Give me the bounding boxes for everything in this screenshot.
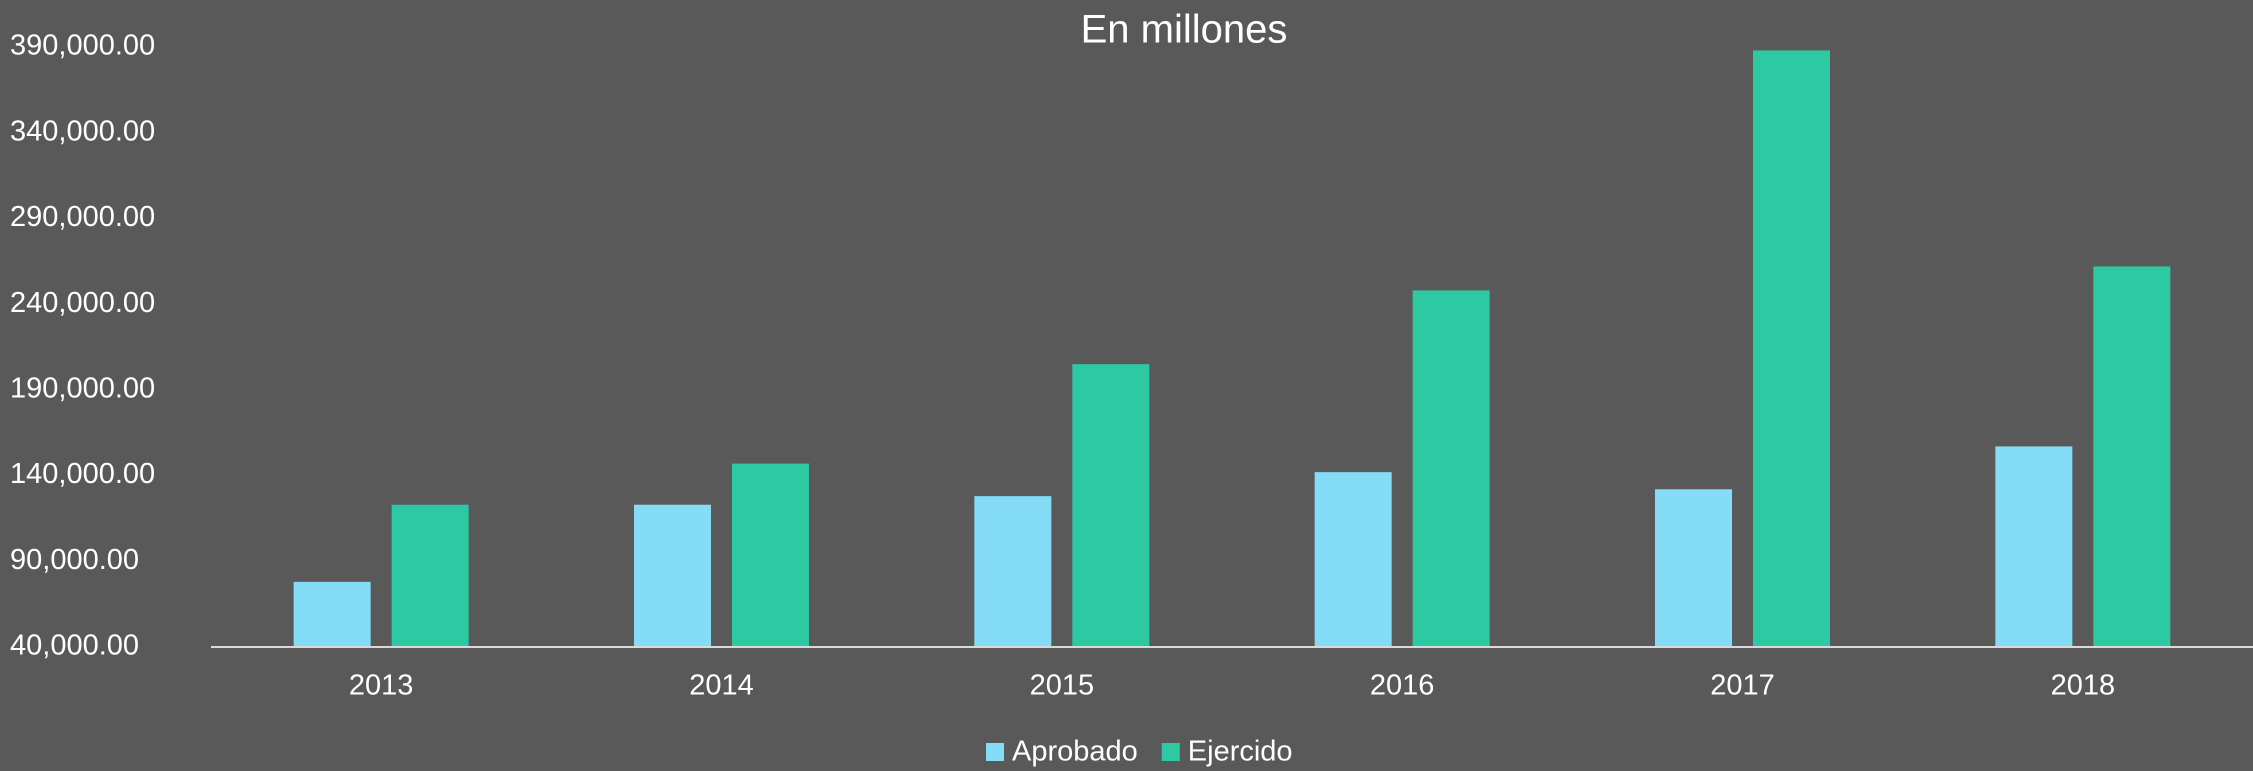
y-tick-label: 340,000.00 — [10, 115, 155, 147]
bar — [1753, 50, 1830, 647]
x-tick-label: 2013 — [349, 670, 414, 702]
x-tick-label: 2016 — [1370, 670, 1435, 702]
x-tick-label: 2017 — [1710, 670, 1775, 702]
x-tick-label: 2018 — [2051, 670, 2116, 702]
bar — [1072, 364, 1150, 647]
x-tick-label: 2014 — [689, 670, 754, 702]
bar — [1655, 489, 1732, 647]
bar — [732, 463, 809, 647]
y-tick-label: 240,000.00 — [10, 287, 155, 319]
y-tick-label: 40,000.00 — [10, 630, 139, 662]
bar — [634, 504, 711, 647]
legend-label: Ejercido — [1188, 736, 1293, 768]
bar — [391, 504, 469, 647]
bar — [1314, 472, 1392, 647]
bar — [1995, 446, 2073, 647]
bar — [1412, 290, 1490, 647]
y-tick-label: 390,000.00 — [10, 30, 155, 62]
legend-label: Aprobado — [1012, 736, 1138, 768]
x-tick-label: 2015 — [1030, 670, 1095, 702]
bar — [974, 496, 1052, 647]
bar — [293, 581, 371, 647]
legend-swatch — [1161, 743, 1180, 761]
bar — [2093, 266, 2171, 647]
y-tick-label: 90,000.00 — [10, 544, 139, 576]
y-tick-label: 290,000.00 — [10, 201, 155, 233]
chart-title: En millones — [1081, 8, 1288, 52]
legend-swatch — [986, 743, 1004, 761]
y-tick-label: 190,000.00 — [10, 373, 155, 405]
y-tick-label: 140,000.00 — [10, 458, 155, 490]
